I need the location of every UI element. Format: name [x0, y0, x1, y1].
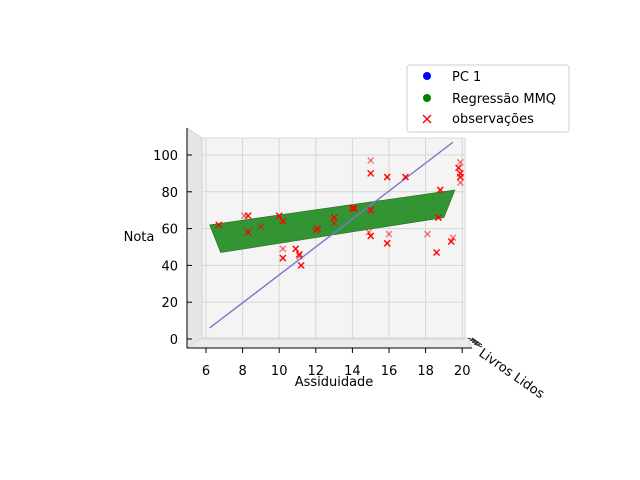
legend-label-observations: observações — [452, 112, 534, 127]
observation-point — [330, 214, 338, 222]
x-tick-label: 20 — [454, 364, 471, 379]
observation-point — [292, 245, 300, 253]
observation-point — [295, 250, 303, 258]
observation-point — [348, 204, 356, 212]
pc1-line-segment — [209, 141, 454, 329]
z-tick-label: 80 — [161, 186, 178, 201]
observation-point — [279, 254, 287, 262]
observation-point — [275, 212, 283, 220]
observation-point — [447, 237, 455, 246]
observation-point — [297, 261, 305, 269]
x-tick-label: 6 — [202, 364, 210, 379]
observation-point — [367, 232, 375, 240]
observation-point — [436, 186, 444, 194]
observation-point — [367, 206, 375, 214]
plane-mesh-line — [291, 213, 296, 241]
z-tick-label: 100 — [153, 149, 178, 164]
tick-labels: 6 8 10 12 14 16 18 20 0 20 40 60 80 100 — [153, 149, 470, 379]
observation-point — [433, 248, 441, 257]
observation-point — [449, 234, 457, 242]
z-tick-label: 60 — [161, 223, 178, 238]
legend-label-regression: Regressão MMQ — [452, 92, 556, 107]
observation-point — [350, 204, 358, 212]
z-tick-label: 0 — [170, 333, 178, 348]
legend-marker-observations — [422, 114, 432, 124]
legend: PC 1 Regressão MMQ observações — [406, 64, 570, 133]
x-tick-label: 14 — [344, 364, 361, 379]
x-axis-label: Assiduidade — [295, 375, 374, 390]
observation-point — [383, 173, 391, 181]
observation-point — [456, 158, 464, 166]
y-axis-ticks — [467, 337, 483, 348]
z-tick-label: 40 — [161, 259, 178, 274]
plane-mesh-line — [270, 216, 277, 244]
z-tick-label: 20 — [161, 296, 178, 311]
x-tick-label: 16 — [381, 364, 398, 379]
observation-point — [455, 164, 463, 172]
pc1-line — [209, 141, 454, 329]
legend-marker-pc1 — [423, 72, 431, 80]
observation-point — [367, 169, 375, 177]
y-axis-line — [471, 337, 483, 346]
x-tick-label: 18 — [417, 364, 434, 379]
legend-marker-regression — [423, 94, 431, 102]
observation-point — [456, 173, 464, 181]
observation-point — [295, 252, 303, 260]
y-axis-label: Livros Lidos — [476, 346, 547, 402]
observation-point — [314, 225, 322, 233]
observation-point — [244, 228, 252, 236]
observation-point — [434, 214, 442, 222]
z-axis-label: Nota — [124, 230, 155, 245]
observation-point — [215, 221, 223, 229]
plane-mesh-line — [387, 198, 394, 227]
observation-point — [279, 245, 287, 253]
plane-mesh-line — [229, 221, 240, 250]
plane-mesh-line — [425, 192, 435, 221]
left-pane — [186, 127, 203, 349]
x-tick-label: 8 — [238, 364, 246, 379]
observation-point — [383, 239, 391, 247]
observation-point — [423, 230, 431, 238]
legend-label-pc1: PC 1 — [452, 70, 481, 85]
x-tick-label: 12 — [308, 364, 325, 379]
plane-mesh-line — [369, 201, 374, 230]
observation-point — [244, 212, 252, 220]
observation-point — [367, 156, 375, 165]
observations — [215, 156, 464, 269]
observation-point — [401, 173, 410, 181]
legend-box — [406, 64, 570, 133]
observation-point — [365, 228, 373, 236]
plane-mesh-line — [250, 219, 259, 247]
observation-point — [385, 230, 393, 238]
observation-point — [330, 219, 338, 227]
x-tick-label: 10 — [271, 364, 288, 379]
observation-point — [456, 179, 464, 187]
plane-mesh-line — [406, 195, 415, 224]
observation-point — [279, 217, 287, 225]
observation-point — [257, 223, 265, 231]
